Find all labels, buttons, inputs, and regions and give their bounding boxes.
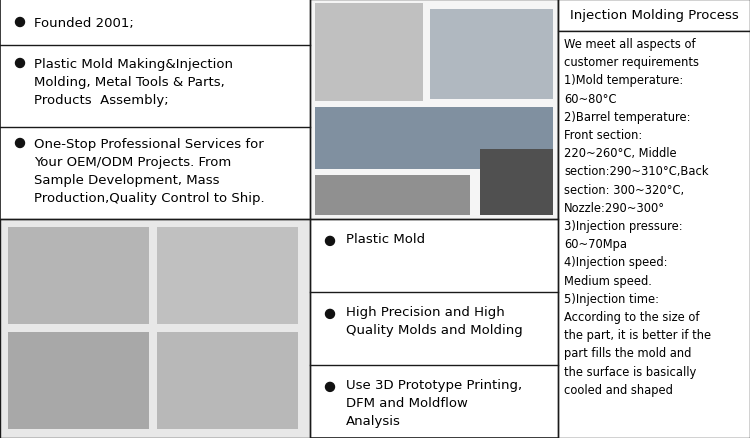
Text: Founded 2001;: Founded 2001; bbox=[34, 17, 134, 29]
Text: High Precision and High
Quality Molds and Molding: High Precision and High Quality Molds an… bbox=[346, 305, 523, 336]
Circle shape bbox=[326, 382, 334, 392]
Bar bbox=[480, 150, 553, 215]
Bar bbox=[315, 176, 470, 215]
Bar bbox=[430, 10, 553, 100]
Bar bbox=[558, 0, 750, 32]
Circle shape bbox=[16, 60, 25, 68]
Circle shape bbox=[326, 237, 334, 246]
Text: One-Stop Professional Services for
Your OEM/ODM Projects. From
Sample Developmen: One-Stop Professional Services for Your … bbox=[34, 138, 265, 205]
Text: We meet all aspects of
customer requirements
1)Mold temperature:
60~80°C
2)Barre: We meet all aspects of customer requirem… bbox=[564, 38, 711, 396]
Bar bbox=[8, 227, 149, 324]
Bar bbox=[558, 32, 750, 438]
Circle shape bbox=[16, 139, 25, 148]
Bar bbox=[157, 332, 298, 429]
Text: Plastic Mold: Plastic Mold bbox=[346, 233, 425, 246]
Bar bbox=[315, 4, 423, 102]
Bar bbox=[310, 0, 558, 219]
Bar bbox=[8, 332, 149, 429]
Bar bbox=[315, 108, 553, 170]
Text: Plastic Mold Making&Injection
Molding, Metal Tools & Parts,
Products  Assembly;: Plastic Mold Making&Injection Molding, M… bbox=[34, 58, 233, 107]
Circle shape bbox=[16, 18, 25, 28]
Bar bbox=[0, 219, 310, 438]
Bar bbox=[157, 227, 298, 324]
Text: Injection Molding Process: Injection Molding Process bbox=[570, 10, 738, 22]
Circle shape bbox=[326, 310, 334, 319]
Text: Use 3D Prototype Printing,
DFM and Moldflow
Analysis: Use 3D Prototype Printing, DFM and Moldf… bbox=[346, 378, 522, 427]
